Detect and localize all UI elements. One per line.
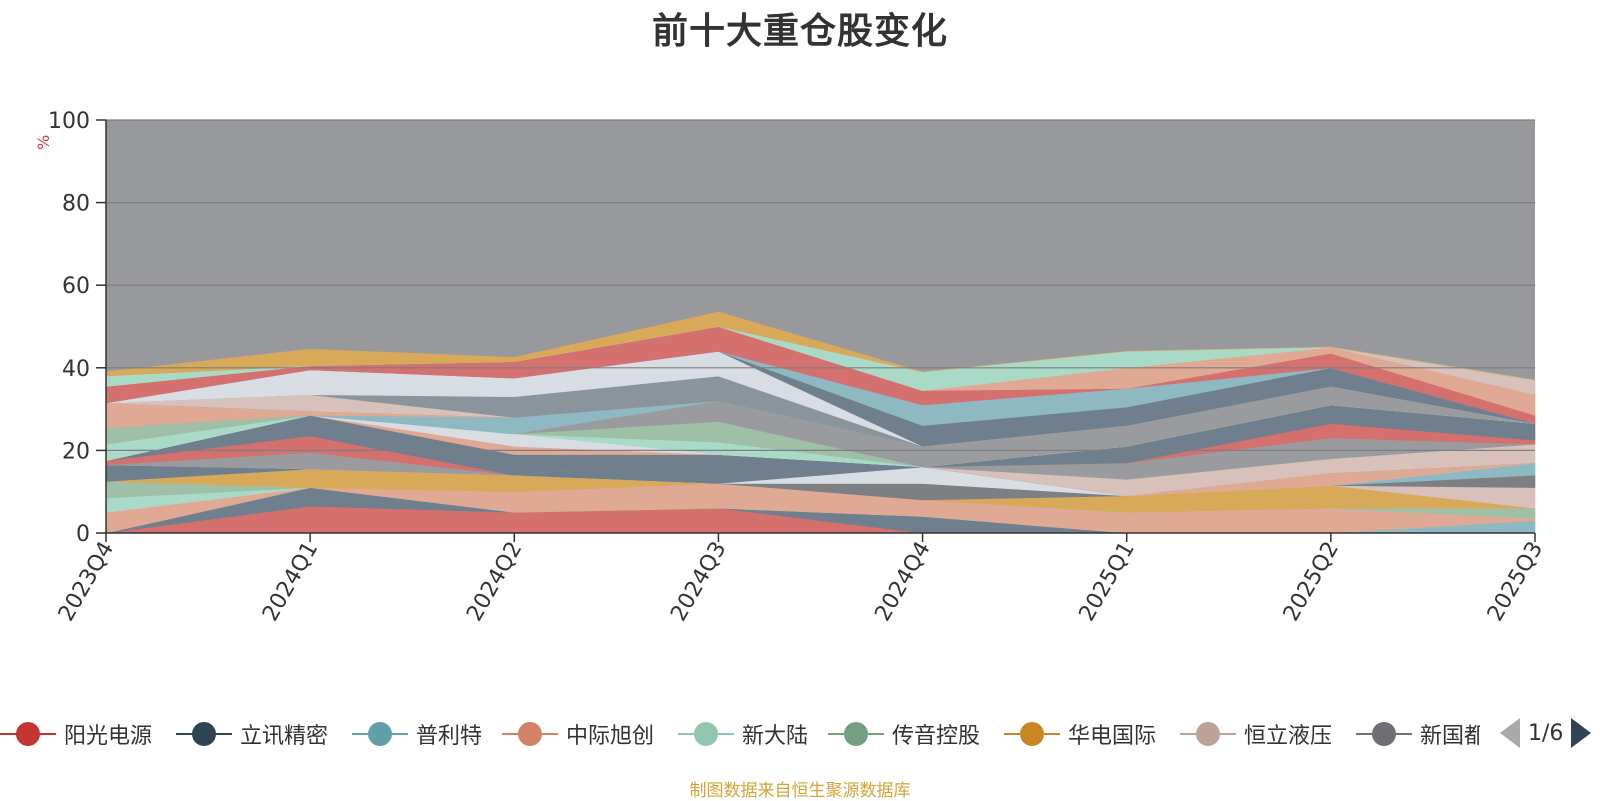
legend-marker-icon xyxy=(502,720,558,748)
legend-marker-icon xyxy=(828,720,884,748)
x-tick-label: 2024Q2 xyxy=(462,538,527,626)
y-tick-label: 100 xyxy=(48,109,90,134)
legend-item[interactable]: 立讯精密 xyxy=(176,716,328,752)
x-tick-label: 2025Q3 xyxy=(1483,538,1548,626)
legend-pager: 1/6 xyxy=(1500,718,1592,748)
legend-marker-icon xyxy=(1180,720,1236,748)
legend-label: 新大陆 xyxy=(742,724,809,749)
y-tick-label: 40 xyxy=(62,357,90,382)
legend-marker-icon xyxy=(1004,720,1060,748)
legend-page-indicator: 1/6 xyxy=(1528,720,1564,746)
legend-label: 立讯精密 xyxy=(240,724,329,749)
legend-marker-icon xyxy=(0,720,56,748)
source-note: 制图数据来自恒生聚源数据库 xyxy=(689,781,911,801)
legend-marker-icon xyxy=(176,720,232,748)
legend-label: 华电国际 xyxy=(1068,724,1157,749)
x-tick-label: 2024Q4 xyxy=(870,538,935,626)
y-tick-label: 60 xyxy=(62,274,90,299)
x-tick-label: 2023Q4 xyxy=(54,538,119,626)
legend-marker-icon xyxy=(1356,720,1412,748)
legend-item[interactable]: 中际旭创 xyxy=(502,716,654,752)
x-tick-label: 2024Q3 xyxy=(666,538,731,626)
legend-label: 中际旭创 xyxy=(566,724,655,749)
legend-item[interactable]: 新大陆 xyxy=(678,716,808,752)
legend-item[interactable]: 华电国际 xyxy=(1004,716,1156,752)
legend-item[interactable]: 阳光电源 xyxy=(0,716,152,752)
legend-next-icon[interactable] xyxy=(1571,718,1592,748)
x-tick-label: 2025Q1 xyxy=(1075,538,1140,626)
area-series-35 xyxy=(105,311,1536,381)
legend-marker-icon xyxy=(678,720,734,748)
legend-item[interactable]: 传音控股 xyxy=(828,716,980,752)
legend: 阳光电源 立讯精密 普利特 中际旭创 新大陆 传音控股 华电国际 恒立液压 新国都 xyxy=(0,712,1480,756)
legend-label: 新国都 xyxy=(1420,724,1480,749)
chart-title: 前十大重仓股变化 xyxy=(651,11,948,52)
legend-label: 普利特 xyxy=(416,724,483,749)
y-tick-label: 20 xyxy=(62,439,90,464)
legend-item[interactable]: 普利特 xyxy=(352,716,482,752)
legend-label: 阳光电源 xyxy=(64,724,153,749)
x-tick-label: 2024Q1 xyxy=(258,538,323,626)
x-tick-label: 2025Q2 xyxy=(1279,538,1344,626)
y-tick-label: 80 xyxy=(62,192,90,217)
y-tick-label: 0 xyxy=(76,522,90,547)
legend-item[interactable]: 新国都 xyxy=(1356,716,1480,752)
legend-label: 传音控股 xyxy=(892,724,981,749)
legend-label: 恒立液压 xyxy=(1244,724,1333,749)
legend-prev-icon[interactable] xyxy=(1500,718,1520,748)
legend-item[interactable]: 恒立液压 xyxy=(1180,716,1332,752)
legend-marker-icon xyxy=(352,720,408,748)
